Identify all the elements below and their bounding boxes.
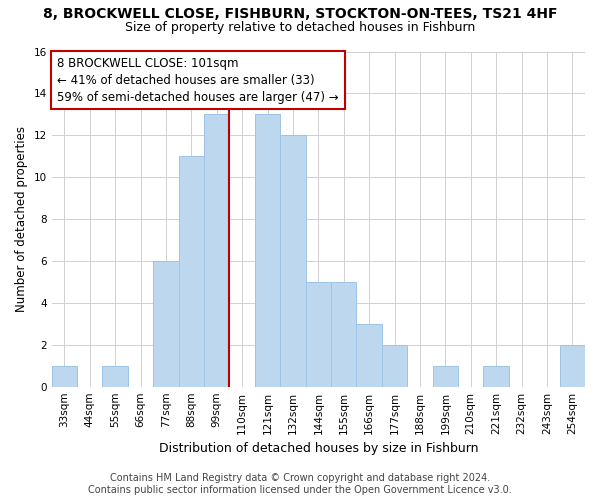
Bar (179, 156, 204, 386)
Text: 8 BROCKWELL CLOSE: 101sqm
← 41% of detached houses are smaller (33)
59% of semi-: 8 BROCKWELL CLOSE: 101sqm ← 41% of detac… (57, 56, 338, 104)
Bar (382, 345, 407, 387)
Bar (484, 366, 509, 386)
X-axis label: Distribution of detached houses by size in Fishburn: Distribution of detached houses by size … (158, 442, 478, 455)
Bar (331, 282, 356, 387)
Bar (560, 345, 585, 387)
Bar (356, 324, 382, 386)
Bar (255, 114, 280, 386)
Text: 8, BROCKWELL CLOSE, FISHBURN, STOCKTON-ON-TEES, TS21 4HF: 8, BROCKWELL CLOSE, FISHBURN, STOCKTON-O… (43, 8, 557, 22)
Text: Contains HM Land Registry data © Crown copyright and database right 2024.
Contai: Contains HM Land Registry data © Crown c… (88, 474, 512, 495)
Text: Size of property relative to detached houses in Fishburn: Size of property relative to detached ho… (125, 21, 475, 34)
Bar (433, 366, 458, 386)
Bar (280, 136, 305, 386)
Bar (305, 282, 331, 387)
Bar (204, 114, 229, 386)
Bar (52, 366, 77, 386)
Bar (153, 261, 179, 386)
Bar (103, 366, 128, 386)
Y-axis label: Number of detached properties: Number of detached properties (15, 126, 28, 312)
